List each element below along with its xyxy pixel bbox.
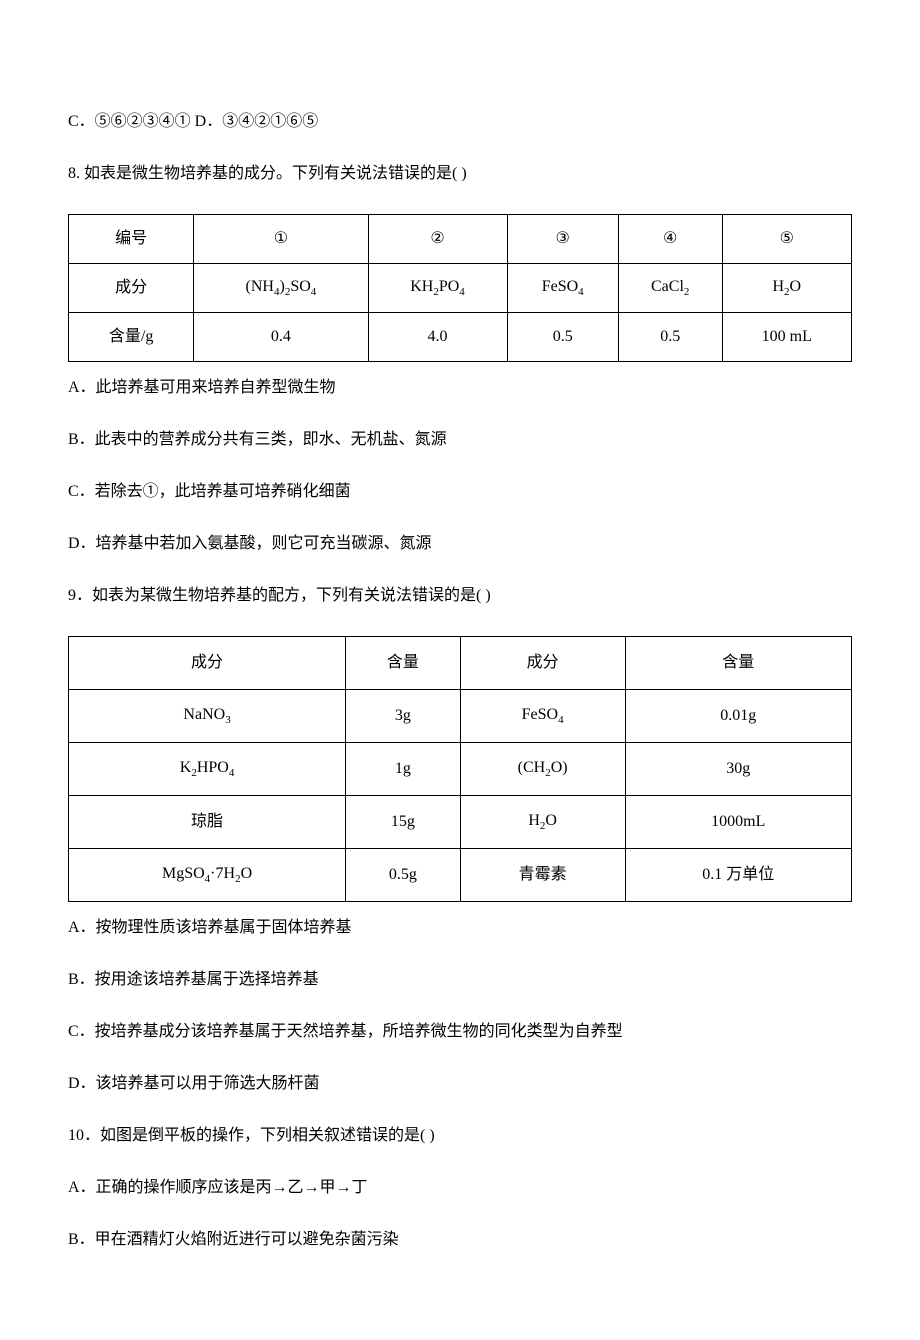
q8-table: 编号 ① ② ③ ④ ⑤ 成分 (NH4)2SO4 KH2PO4 FeSO4 C… (68, 214, 852, 362)
cell: CaCl2 (618, 264, 722, 313)
option-line-c-d: C．⑤⑥②③④① D．③④②①⑥⑤ (68, 110, 852, 134)
cell: 100 mL (722, 313, 852, 362)
q9-stem: 9．如表为某微生物培养基的配方，下列有关说法错误的是( ) (68, 584, 852, 608)
cell: 0.01g (625, 690, 851, 743)
table-row: 成分 (NH4)2SO4 KH2PO4 FeSO4 CaCl2 H2O (69, 264, 852, 313)
cell: 4.0 (368, 313, 507, 362)
cell: NaNO3 (69, 690, 346, 743)
q9-option-a: A．按物理性质该培养基属于固体培养基 (68, 916, 852, 940)
cell: ④ (618, 215, 722, 264)
cell: K2HPO4 (69, 743, 346, 796)
table-row: 编号 ① ② ③ ④ ⑤ (69, 215, 852, 264)
q8-option-a: A．此培养基可用来培养自养型微生物 (68, 376, 852, 400)
cell: H2O (722, 264, 852, 313)
cell: 成分 (69, 637, 346, 690)
cell: 琼脂 (69, 796, 346, 849)
cell: FeSO4 (460, 690, 625, 743)
cell: 30g (625, 743, 851, 796)
cell: 0.5g (346, 849, 461, 902)
cell: 0.4 (194, 313, 368, 362)
cell: FeSO4 (507, 264, 618, 313)
cell: 编号 (69, 215, 194, 264)
q8-stem: 8. 如表是微生物培养基的成分。下列有关说法错误的是( ) (68, 162, 852, 186)
cell: 15g (346, 796, 461, 849)
cell: 0.5 (618, 313, 722, 362)
cell: 3g (346, 690, 461, 743)
cell: 1000mL (625, 796, 851, 849)
cell: ⑤ (722, 215, 852, 264)
cell: ③ (507, 215, 618, 264)
q8-option-d: D．培养基中若加入氨基酸，则它可充当碳源、氮源 (68, 532, 852, 556)
cell: 0.5 (507, 313, 618, 362)
cell: H2O (460, 796, 625, 849)
cell: 青霉素 (460, 849, 625, 902)
cell: 成分 (69, 264, 194, 313)
cell: 含量 (625, 637, 851, 690)
table-row: 含量/g 0.4 4.0 0.5 0.5 100 mL (69, 313, 852, 362)
table-row: 成分 含量 成分 含量 (69, 637, 852, 690)
cell: 成分 (460, 637, 625, 690)
cell: 1g (346, 743, 461, 796)
q8-option-c: C．若除去①，此培养基可培养硝化细菌 (68, 480, 852, 504)
q10-stem: 10．如图是倒平板的操作，下列相关叙述错误的是( ) (68, 1124, 852, 1148)
cell: MgSO4·7H2O (69, 849, 346, 902)
q10-option-a: A．正确的操作顺序应该是丙→乙→甲→丁 (68, 1176, 852, 1200)
q9-option-b: B．按用途该培养基属于选择培养基 (68, 968, 852, 992)
q9-table: 成分 含量 成分 含量 NaNO3 3g FeSO4 0.01g K2HPO4 … (68, 636, 852, 902)
cell: (CH2O) (460, 743, 625, 796)
table-row: K2HPO4 1g (CH2O) 30g (69, 743, 852, 796)
q9-option-c: C．按培养基成分该培养基属于天然培养基，所培养微生物的同化类型为自养型 (68, 1020, 852, 1044)
q9-option-d: D．该培养基可以用于筛选大肠杆菌 (68, 1072, 852, 1096)
cell: 含量/g (69, 313, 194, 362)
cell: ② (368, 215, 507, 264)
table-row: MgSO4·7H2O 0.5g 青霉素 0.1 万单位 (69, 849, 852, 902)
q8-option-b: B．此表中的营养成分共有三类，即水、无机盐、氮源 (68, 428, 852, 452)
cell: (NH4)2SO4 (194, 264, 368, 313)
table-row: NaNO3 3g FeSO4 0.01g (69, 690, 852, 743)
cell: ① (194, 215, 368, 264)
table-row: 琼脂 15g H2O 1000mL (69, 796, 852, 849)
cell: 0.1 万单位 (625, 849, 851, 902)
q10-option-b: B．甲在酒精灯火焰附近进行可以避免杂菌污染 (68, 1228, 852, 1252)
cell: KH2PO4 (368, 264, 507, 313)
cell: 含量 (346, 637, 461, 690)
